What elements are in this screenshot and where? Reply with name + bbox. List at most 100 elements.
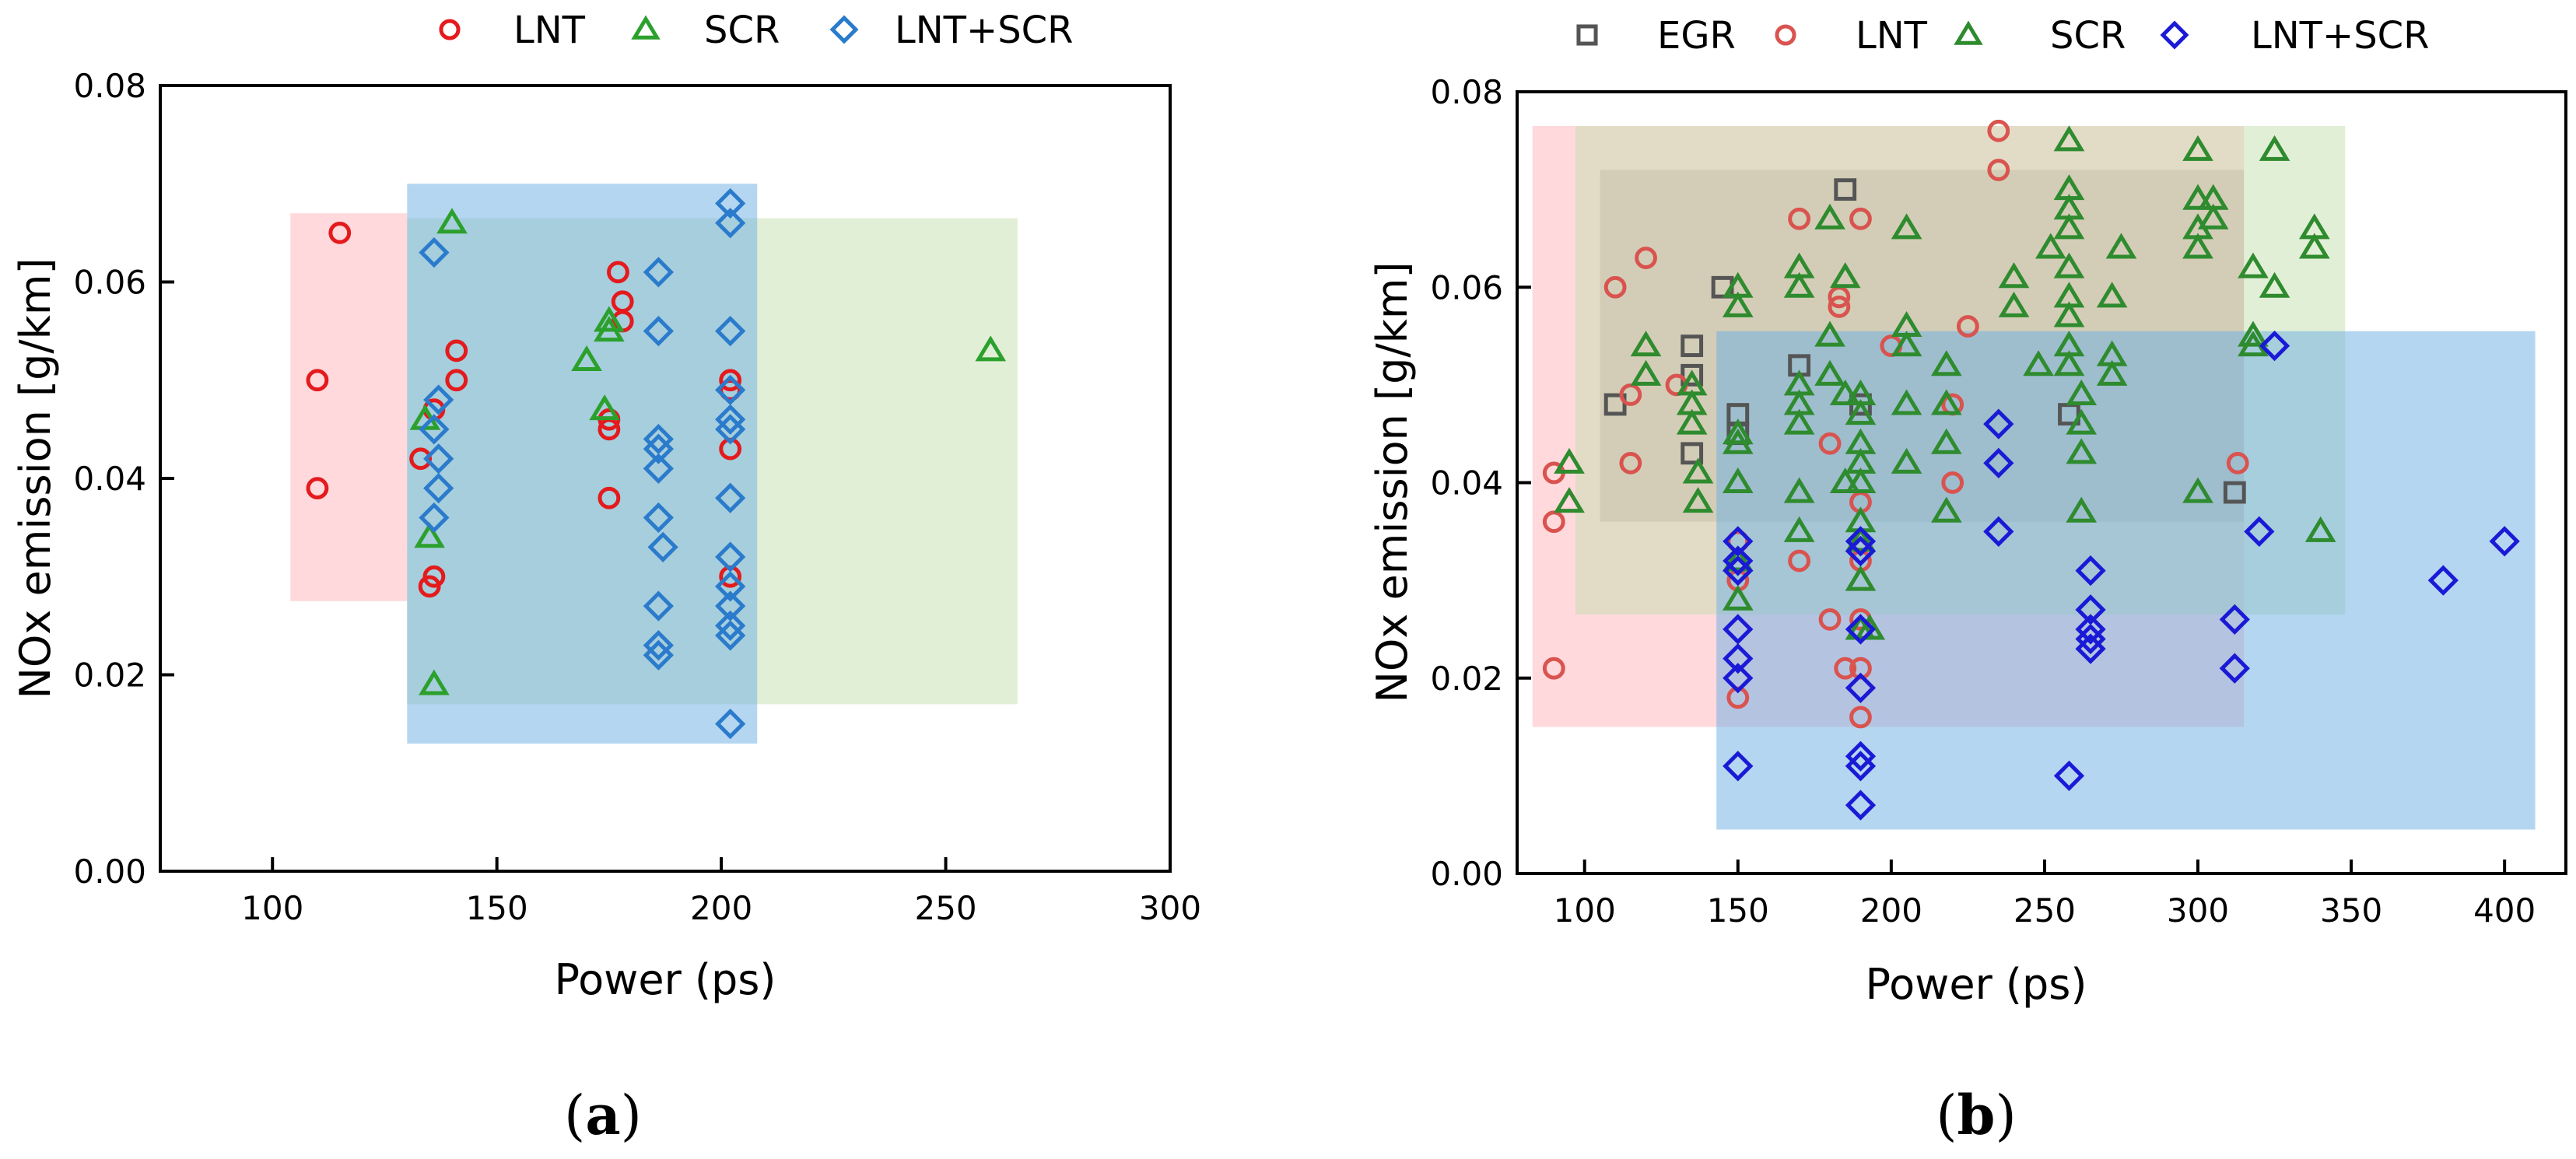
marker-scr	[1682, 487, 1714, 513]
marker-lnt-scr	[2489, 526, 2520, 557]
panel-label-a: (a)	[564, 1083, 642, 1147]
marker-scr	[1854, 614, 1886, 640]
marker-lnt	[1849, 706, 1872, 729]
marker-scr	[2182, 135, 2213, 161]
marker-scr	[1845, 565, 1877, 591]
panel-letter-b: b	[1957, 1083, 1996, 1147]
x-tick-label: 350	[2320, 891, 2382, 930]
markers-b	[1542, 119, 2520, 821]
marker-scr	[419, 669, 450, 695]
markers-a	[306, 187, 1007, 740]
marker-scr	[2259, 271, 2290, 298]
plot-area-a: 100 150 200 250 300 0.00 0.02 0.04 0.06 0.08	[73, 67, 1201, 927]
marker-lnt	[445, 339, 468, 362]
marker-scr	[2182, 477, 2213, 503]
x-tick-label: 100	[1554, 891, 1616, 930]
marker-lnt	[719, 378, 742, 401]
y-tick-label: 0.02	[1430, 660, 1503, 698]
marker-lnt	[328, 221, 352, 244]
marker-scr	[1930, 496, 1962, 523]
panel-label-b: (b)	[1936, 1083, 2017, 1147]
y-axis-label-a: NOx emission [g/km]	[11, 257, 60, 699]
marker-lnt-scr	[1723, 545, 1754, 576]
marker-lnt-scr	[715, 590, 746, 622]
marker-scr	[2238, 320, 2269, 347]
marker-scr	[1722, 584, 1754, 611]
legend-a: LNT SCR LNT+SCR	[439, 9, 1074, 52]
marker-lnt	[719, 369, 742, 392]
marker-scr	[2238, 331, 2269, 357]
marker-lnt-scr	[2075, 594, 2106, 625]
marker-lnt	[1818, 432, 1842, 455]
marker-lnt-scr	[1723, 751, 1754, 782]
marker-egr	[1834, 178, 1857, 201]
marker-lnt-scr	[643, 629, 674, 661]
marker-scr	[2066, 438, 2098, 464]
marker-lnt-scr	[2219, 604, 2250, 636]
marker-lnt	[1941, 471, 1964, 494]
marker-lnt	[1542, 657, 1565, 680]
marker-scr	[1998, 262, 2030, 289]
legend-label-lnt: LNT	[1856, 14, 1928, 58]
marker-lnt-scr	[715, 187, 746, 219]
marker-lnt-scr	[1723, 614, 1754, 645]
marker-scr	[436, 208, 468, 234]
marker-lnt-scr	[643, 315, 674, 347]
marker-lnt	[445, 369, 468, 392]
marker-lnt-scr	[1845, 614, 1877, 645]
marker-scr	[1891, 447, 1922, 474]
marker-lnt-scr	[1723, 555, 1754, 587]
marker-lnt	[1849, 207, 1872, 230]
x-tick-label: 150	[1707, 891, 1769, 930]
marker-scr	[571, 345, 602, 372]
x-tick-label: 200	[1860, 891, 1922, 930]
marker-lnt-scr	[423, 472, 454, 504]
marker-lnt-scr	[715, 482, 746, 513]
y-tick-label: 0.06	[1430, 268, 1503, 306]
marker-lnt-scr	[715, 374, 746, 406]
x-tick-label: 400	[2473, 891, 2536, 930]
marker-scr	[2304, 516, 2336, 542]
marker-scr	[1630, 331, 1662, 357]
marker-scr	[975, 335, 1007, 362]
marker-scr	[1676, 408, 1708, 435]
marker-lnt-scr	[643, 433, 674, 464]
legend-label-lnt-scr: LNT+SCR	[895, 9, 1074, 52]
marker-scr	[2035, 233, 2066, 259]
marker-lnt-scr	[2259, 330, 2290, 362]
y-axis-label-b: NOx emission [g/km]	[1368, 261, 1417, 702]
legend-marker-lnt	[1775, 24, 1796, 46]
marker-lnt-scr	[715, 610, 746, 642]
plot-area-b: 100 150 200 250 300 350 400 0.00 0.02 0.04 0.06 0.0…	[1430, 73, 2567, 930]
legend-label-lnt-scr: LNT+SCR	[2251, 14, 2430, 58]
legend-b: EGR LNT SCR LNT+SCR	[1576, 14, 2430, 58]
marker-scr	[1891, 389, 1922, 415]
x-tick-label: 250	[2013, 891, 2076, 930]
marker-lnt-scr	[1723, 663, 1754, 694]
y-tick-label: 0.00	[1430, 855, 1503, 893]
marker-lnt	[1635, 247, 1657, 269]
y-tick-label: 0.08	[73, 67, 146, 105]
marker-lnt-scr	[423, 443, 454, 474]
marker-scr	[1814, 203, 1845, 229]
marker-scr	[1722, 545, 1754, 572]
marker-scr	[2238, 252, 2269, 278]
marker-scr	[1930, 428, 1962, 454]
legend-marker-lnt	[439, 19, 461, 40]
region-lnt-scr	[407, 184, 758, 744]
marker-scr	[1829, 467, 1861, 494]
x-tick-label: 100	[241, 889, 303, 927]
marker-scr	[1814, 320, 1845, 347]
region-lnt	[290, 213, 408, 601]
marker-lnt-scr	[647, 531, 678, 563]
marker-lnt-scr	[715, 208, 746, 239]
marker-scr	[1630, 359, 1662, 386]
marker-lnt	[1828, 295, 1851, 318]
x-axis-label-a: Power (ps)	[555, 955, 776, 1004]
marker-scr	[2066, 379, 2098, 405]
marker-scr	[2053, 301, 2085, 327]
marker-scr	[1845, 467, 1877, 494]
marker-scr	[1682, 457, 1714, 484]
marker-lnt-scr	[419, 502, 450, 534]
marker-scr	[1891, 331, 1922, 357]
